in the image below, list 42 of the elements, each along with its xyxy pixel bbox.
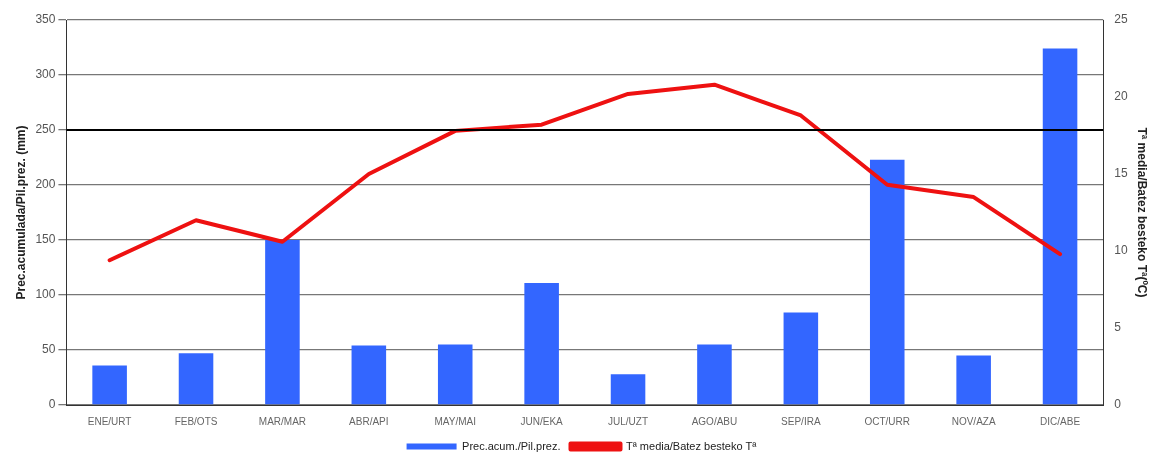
bar	[783, 312, 819, 405]
bar	[610, 374, 646, 405]
x-tick-label: MAY/MAI	[434, 415, 476, 427]
x-tick-label: JUL/UZT	[608, 415, 649, 427]
bar	[956, 355, 991, 405]
x-tick-label: NOV/AZA	[951, 415, 996, 427]
bar	[265, 240, 300, 405]
y-tick-label: 200	[35, 177, 56, 192]
x-tick-label: MAR/MAR	[258, 415, 307, 427]
x-tick-label: FEB/OTS	[174, 415, 218, 427]
y2-tick-label: 15	[1114, 166, 1128, 181]
x-tick-label: ENE/URT	[87, 415, 132, 427]
y-tick-label: 0	[48, 397, 56, 412]
y-tick-label: 350	[35, 12, 56, 27]
bar	[697, 344, 732, 405]
x-tick-label: ABR/API	[349, 415, 389, 427]
y2-tick-label: 5	[1114, 320, 1122, 335]
bar	[524, 282, 559, 405]
y2-tick-label: 0	[1114, 397, 1122, 412]
bar	[92, 365, 127, 405]
y2-axis-title: Tª media/Batez besteko Tª(ºC)	[1135, 127, 1150, 298]
x-tick-label: OCT/URR	[864, 415, 911, 427]
legend-label: Prec.acum./Pil.prez.	[462, 439, 561, 452]
bar	[1042, 48, 1078, 405]
y-tick-label: 150	[35, 232, 56, 247]
bar	[178, 353, 214, 405]
y-tick-label: 50	[42, 342, 56, 357]
legend-label: Tª media/Batez besteko Tª	[626, 439, 758, 452]
y-tick-label: 300	[35, 67, 56, 82]
x-tick-label: DIC/ABE	[1040, 415, 1081, 427]
x-tick-label: SEP/IRA	[781, 415, 821, 427]
bar	[351, 345, 387, 405]
y2-tick-label: 20	[1114, 89, 1128, 104]
x-tick-label: JUN/EKA	[520, 415, 564, 427]
y2-tick-label: 10	[1114, 243, 1128, 258]
y-axis-title: Prec.acumulada/Pil.prez. (mm)	[13, 125, 28, 300]
y-tick-label: 250	[35, 122, 56, 137]
x-tick-label: AGO/ABU	[691, 415, 738, 427]
y2-tick-label: 25	[1114, 12, 1128, 27]
bar	[437, 344, 473, 405]
bar	[869, 159, 905, 405]
y-tick-label: 100	[35, 287, 56, 302]
